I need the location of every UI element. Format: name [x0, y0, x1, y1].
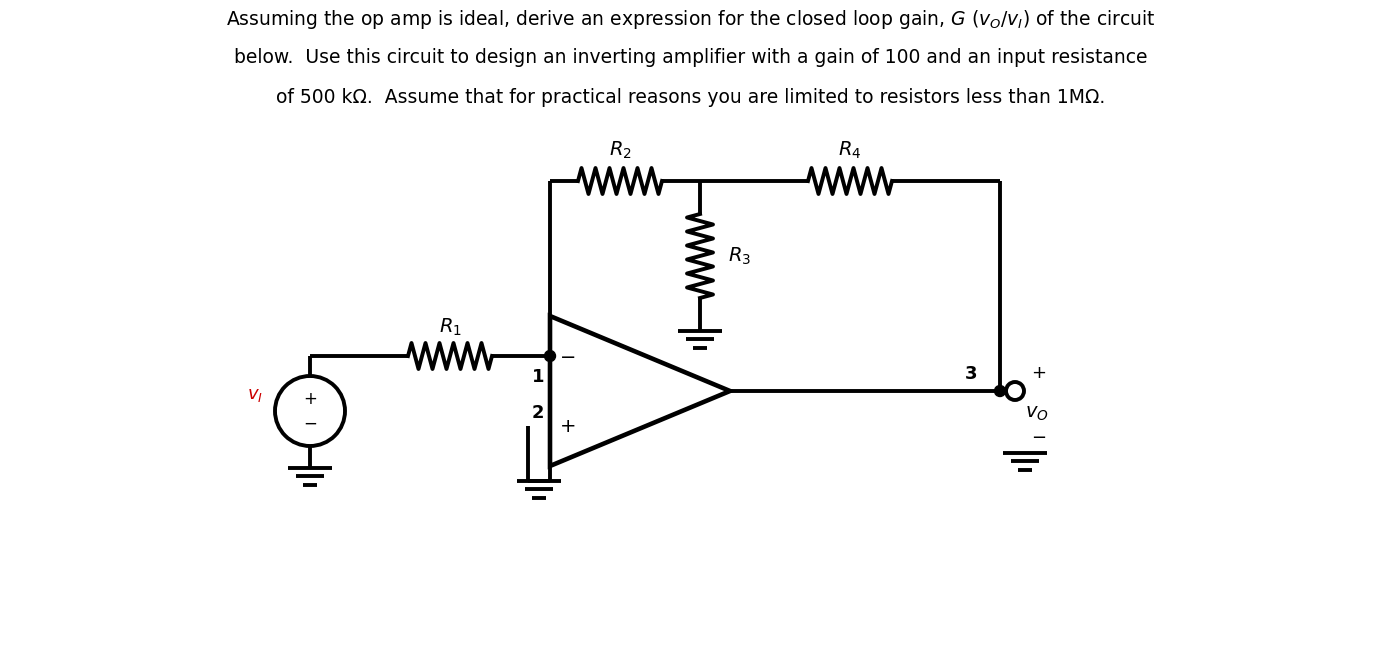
- Text: $+$: $+$: [559, 416, 576, 436]
- Text: of 500 kΩ.  Assume that for practical reasons you are limited to resistors less : of 500 kΩ. Assume that for practical rea…: [276, 88, 1105, 107]
- Text: 1: 1: [532, 368, 544, 386]
- Text: $R_3$: $R_3$: [728, 245, 751, 266]
- Circle shape: [994, 386, 1005, 396]
- Text: $R_1$: $R_1$: [439, 317, 461, 338]
- Text: $-$: $-$: [1032, 427, 1047, 445]
- Text: below.  Use this circuit to design an inverting amplifier with a gain of 100 and: below. Use this circuit to design an inv…: [233, 48, 1148, 67]
- Text: $R_4$: $R_4$: [838, 140, 862, 161]
- Text: $-$: $-$: [302, 414, 318, 432]
- Text: $+$: $+$: [1032, 364, 1047, 382]
- Text: $R_2$: $R_2$: [609, 140, 631, 161]
- Circle shape: [544, 350, 555, 362]
- Text: 2: 2: [532, 404, 544, 422]
- Text: $v_O$: $v_O$: [1025, 404, 1048, 422]
- Text: $+$: $+$: [302, 390, 318, 408]
- Text: 3: 3: [965, 365, 978, 383]
- Text: $v_I$: $v_I$: [247, 386, 262, 404]
- Text: $-$: $-$: [559, 346, 574, 366]
- Text: Assuming the op amp is ideal, derive an expression for the closed loop gain, $G$: Assuming the op amp is ideal, derive an …: [225, 8, 1156, 31]
- Circle shape: [1005, 382, 1023, 400]
